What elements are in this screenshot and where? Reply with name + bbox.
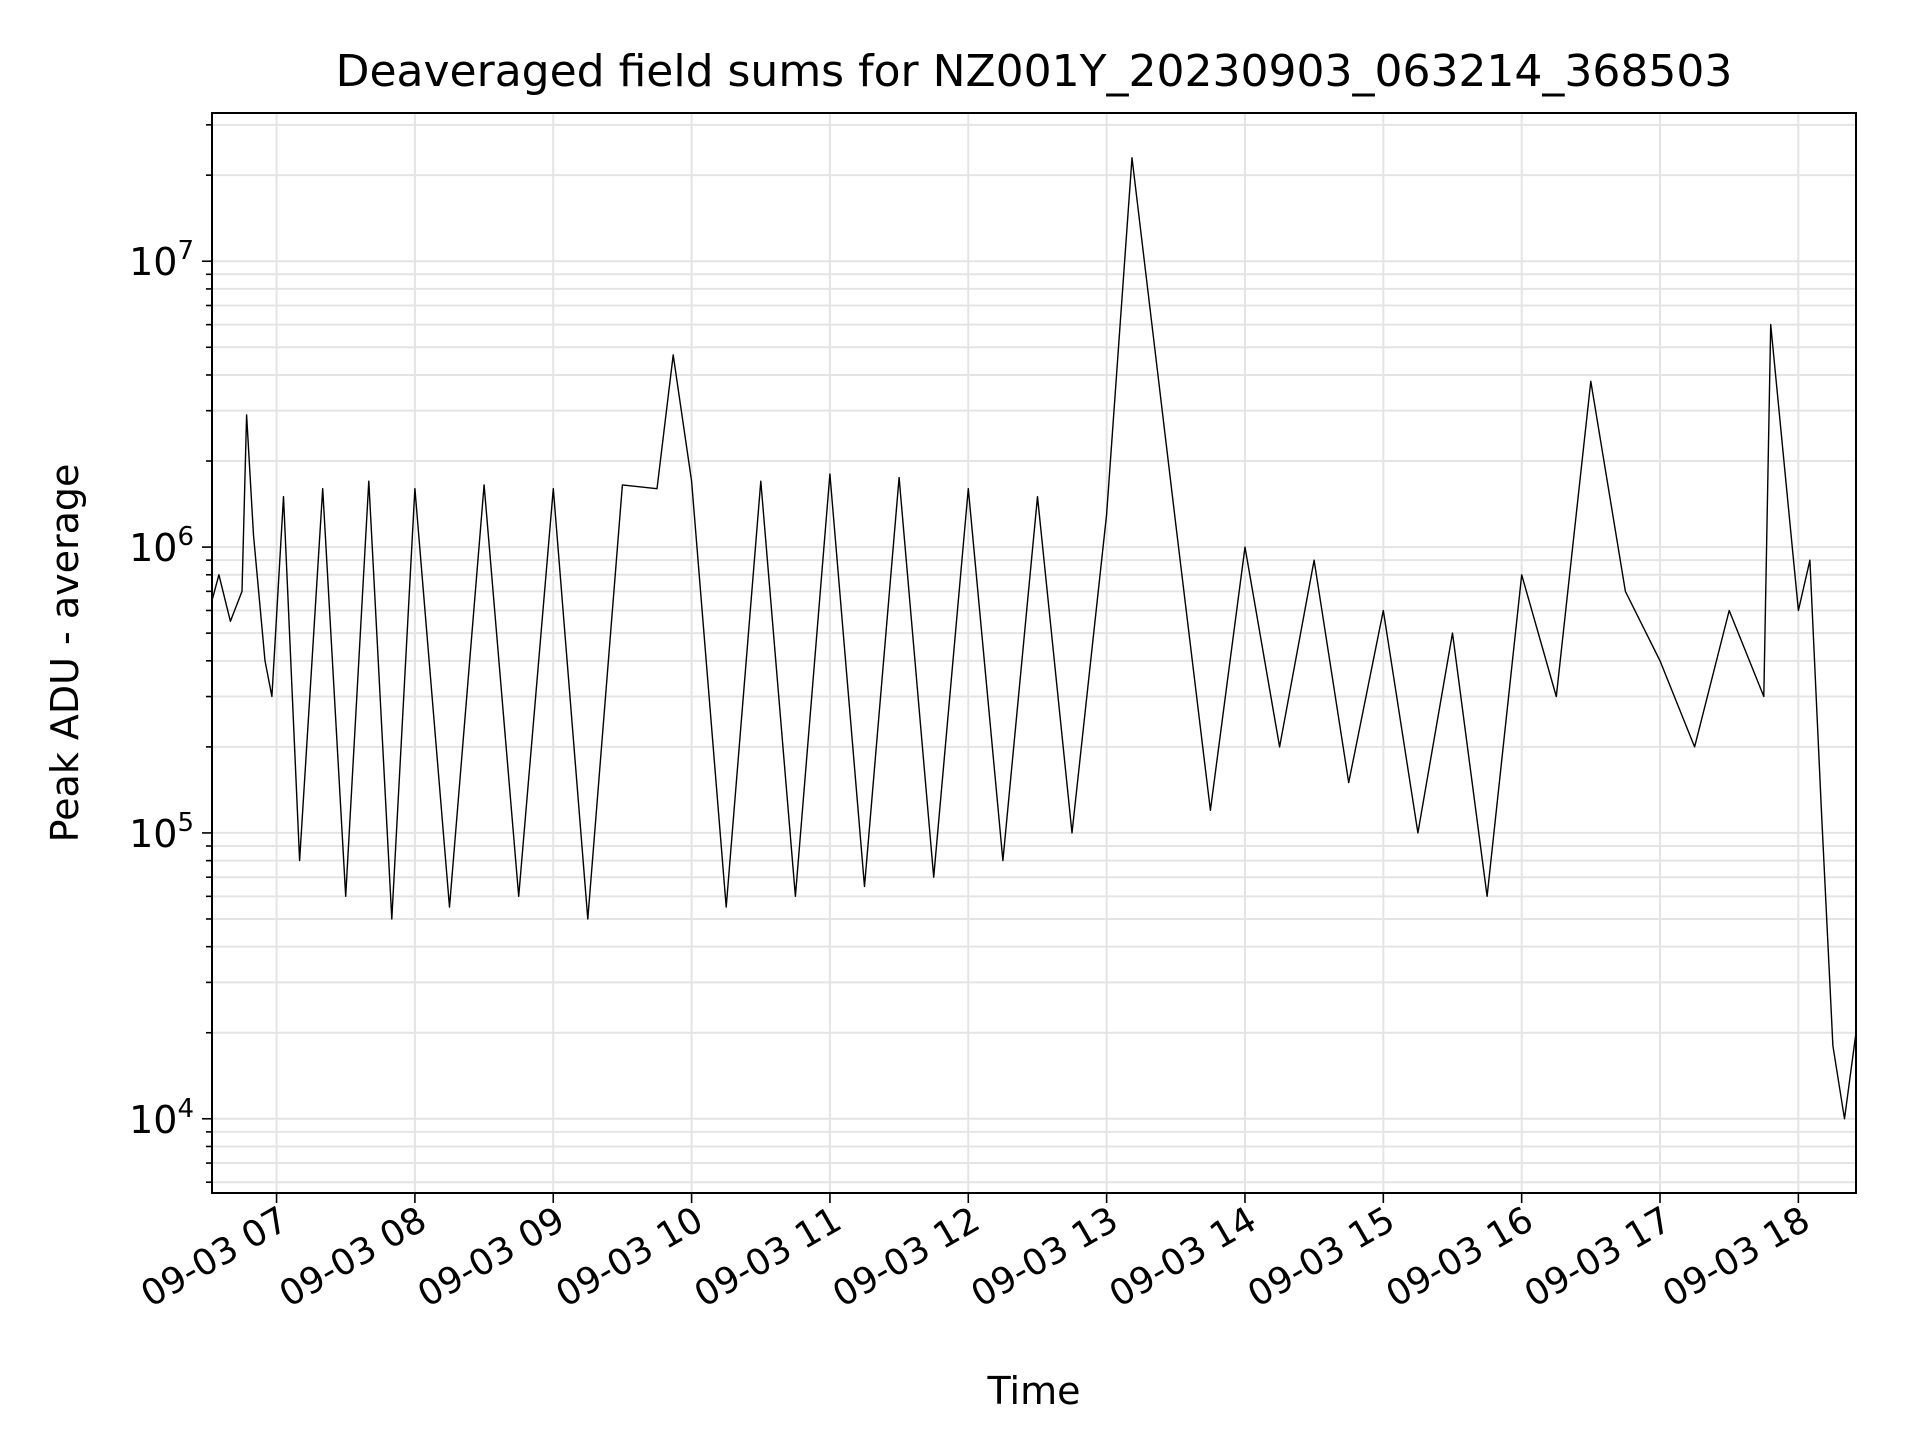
y-tick-label: 105 (129, 808, 194, 856)
chart-title: Deaveraged field sums for NZ001Y_2023090… (336, 46, 1733, 97)
data-layer (211, 157, 1857, 1120)
y-tick-label: 104 (129, 1094, 194, 1142)
grid-layer (212, 113, 1856, 1193)
plot-frame (211, 112, 1857, 1194)
y-tick-label: 106 (129, 522, 194, 570)
x-axis-label: Time (987, 1369, 1081, 1413)
y-tick-label: 107 (129, 236, 194, 284)
series-line (211, 157, 1857, 1120)
y-axis-label: Peak ADU - average (43, 464, 87, 843)
